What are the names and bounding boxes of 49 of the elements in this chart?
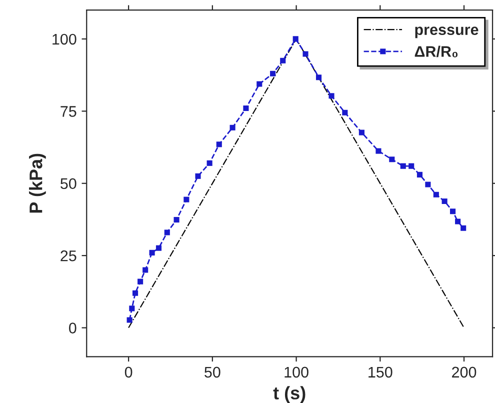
y-tick-label: 75 [60,106,76,117]
legend-label: pressure [415,26,478,38]
point [316,74,322,80]
point [142,267,148,273]
point [358,130,364,136]
y-tick-label: 25 [60,250,76,262]
point [164,230,170,236]
x-tick-label: 100 [284,366,308,378]
point [416,172,423,178]
y-tick-label: 50 [60,178,76,190]
point [455,218,461,224]
x-axis-title: t (s) [273,386,306,403]
y-tick-label: 0 [69,322,76,334]
point [302,51,308,57]
point [450,208,456,214]
point [280,58,286,64]
point [342,110,348,116]
point [156,245,162,251]
y-axis-title: P (kPa) [29,154,46,213]
point [408,163,414,169]
point [400,163,406,169]
x-tick-label: 200 [452,366,476,378]
point [460,225,466,231]
x-tick-label: 50 [204,366,220,378]
point [174,216,180,223]
point [149,250,155,256]
point [425,182,431,188]
x-tick-label: 0 [124,366,132,378]
point [433,192,439,198]
point [206,160,212,166]
point [376,148,382,154]
point [270,70,276,76]
point [230,124,236,130]
point [129,306,135,312]
point [195,173,201,179]
point [243,105,249,112]
y-tick-label: 100 [52,34,76,45]
point [328,93,334,99]
point [126,317,132,323]
point [389,156,395,162]
point [256,81,262,87]
point [442,198,448,204]
legend-label: ΔR/R₀ [414,46,458,58]
point [184,196,190,202]
point [132,290,138,296]
point [292,36,298,42]
x-tick-label: 150 [368,366,392,378]
point [216,142,222,148]
point [138,278,144,284]
